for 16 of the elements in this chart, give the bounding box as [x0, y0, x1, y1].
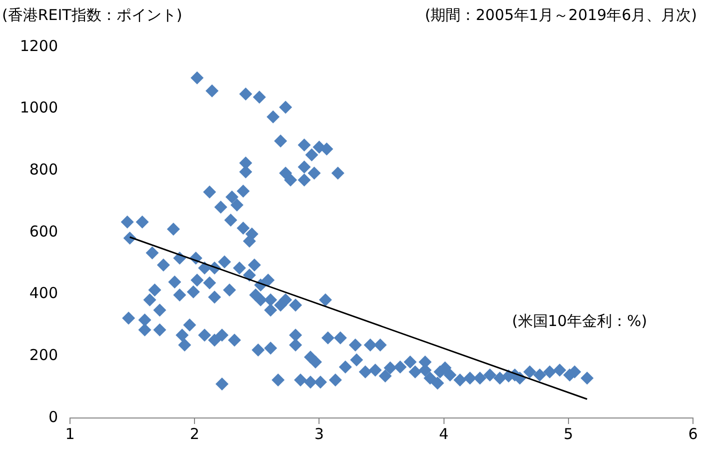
x-tick-label: 2 — [190, 424, 200, 443]
chart-subtitle: (期間：2005年1月～2019年6月、月次) — [424, 6, 697, 25]
x-tick-label: 1 — [65, 424, 75, 443]
x-tick-label: 6 — [688, 424, 698, 443]
y-tick-label: 200 — [29, 346, 58, 364]
x-tick-label: 4 — [439, 424, 449, 443]
y-tick-label: 0 — [48, 408, 58, 426]
y-tick-label: 1000 — [20, 98, 58, 117]
x-axis-title: (米国10年金利：%) — [512, 312, 648, 331]
x-tick-label: 3 — [314, 424, 324, 443]
y-tick-label: 800 — [29, 160, 58, 179]
x-tick-label: 5 — [564, 424, 574, 443]
y-tick-label: 400 — [29, 284, 58, 302]
y-tick-label: 600 — [29, 222, 58, 240]
y-axis-title: (香港REIT指数：ポイント) — [2, 6, 182, 25]
y-tick-label: 1200 — [20, 36, 58, 55]
